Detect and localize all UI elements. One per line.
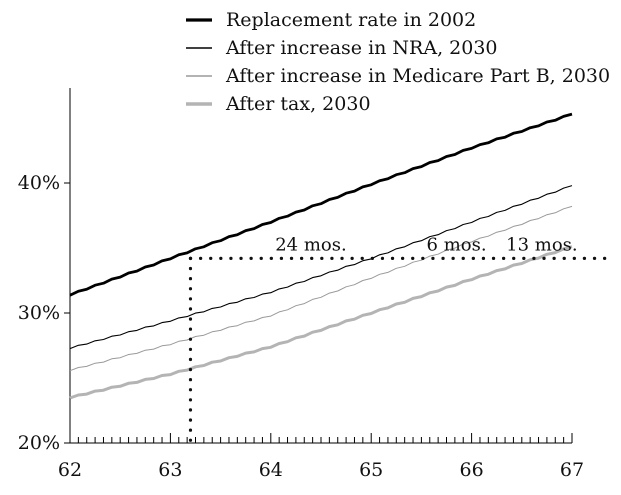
annotation-label: 13 mos. (506, 234, 578, 255)
annotation-label: 6 mos. (427, 234, 487, 255)
y-tick-label: 30% (18, 302, 60, 324)
series-line-1 (69, 112, 573, 297)
legend-label: After increase in Medicare Part B, 2030 (225, 65, 610, 87)
legend-label: After increase in NRA, 2030 (225, 37, 498, 59)
x-tick-label: 62 (58, 459, 82, 481)
x-tick-label: 65 (359, 459, 383, 481)
y-tick-label: 20% (18, 432, 60, 454)
x-tick-label: 67 (560, 459, 584, 481)
series-line-2 (69, 185, 573, 350)
series-line-3 (69, 205, 573, 372)
x-tick-label: 64 (259, 459, 283, 481)
y-tick-label: 40% (18, 172, 60, 194)
annotation-label: 24 mos. (275, 234, 347, 255)
series-line-4 (69, 245, 573, 400)
x-tick-label: 66 (460, 459, 484, 481)
legend-label: Replacement rate in 2002 (226, 9, 476, 31)
legend-label: After tax, 2030 (225, 93, 371, 115)
x-tick-label: 63 (158, 459, 182, 481)
